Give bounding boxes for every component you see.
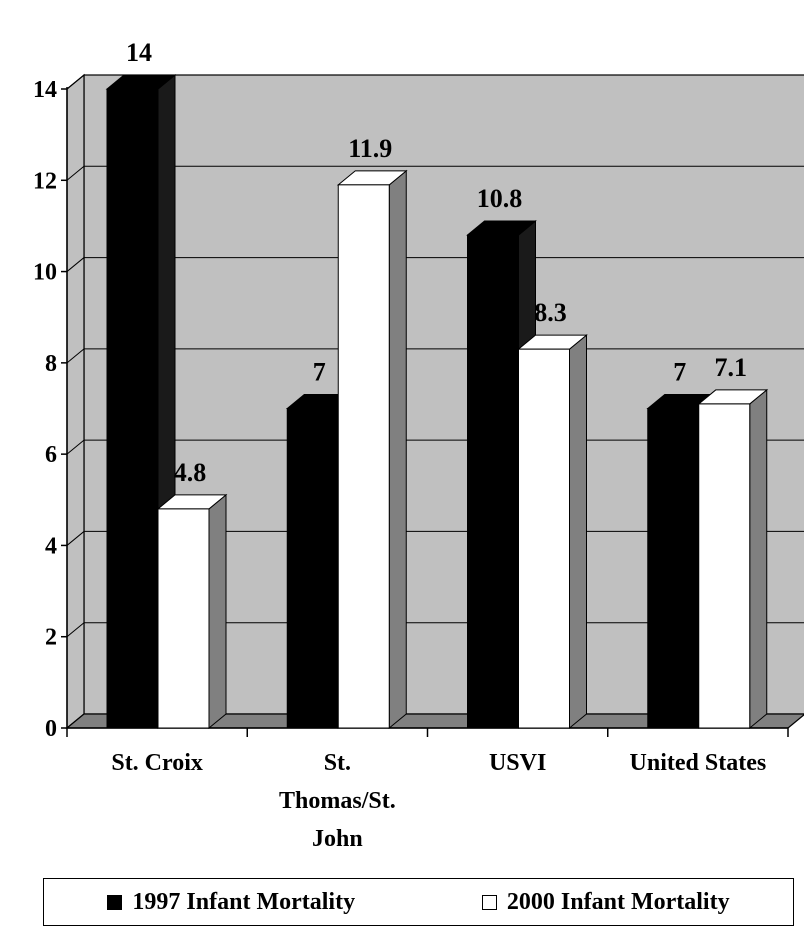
bar-2000-2: [517, 334, 588, 730]
gridline-side-8: [66, 348, 85, 364]
data-labels: 14 4.8 7 11.9 10.8 8.3 7 7.1: [126, 38, 747, 487]
bar-front-face: [467, 234, 519, 729]
y-tick-label-6: 6: [45, 442, 57, 468]
gridline-side-6: [66, 439, 85, 455]
legend-swatch-1997: [107, 894, 123, 910]
data-label-2000-0: 4.8: [174, 458, 207, 487]
category-label-line: St.: [324, 750, 351, 776]
bar-front-face: [106, 88, 159, 729]
bar-front-face: [518, 348, 570, 729]
gridline-side-14: [66, 74, 85, 90]
y-tick-label-4: 4: [45, 533, 57, 559]
category-label-2: USVI: [489, 750, 546, 776]
x-axis-category-labels: St. Croix St. Thomas/St. John USVI United Sta…: [111, 750, 766, 852]
legend-label-2000: 2000 Infant Mortality: [506, 888, 730, 915]
y-tick-label-14: 14: [33, 77, 57, 103]
data-label-1997-1: 7: [313, 358, 326, 387]
category-label-line: USVI: [489, 750, 546, 776]
category-label-line: St. Croix: [111, 750, 203, 776]
y-tick-label-8: 8: [45, 351, 57, 377]
bar-front-face: [157, 508, 210, 729]
gridline-side-4: [66, 531, 85, 546]
infant-mortality-chart: 14 4.8 7 11.9 10.8 8.3 7 7.1 0 2 4 6 8 10 12 14 St. Cr…: [33, 38, 804, 852]
y-tick-label-2: 2: [45, 625, 57, 651]
category-label-0: St. Croix: [111, 750, 203, 776]
category-label-line: John: [312, 826, 363, 852]
bar-front-face: [647, 408, 700, 729]
legend-item-2000: 2000 Infant Mortality: [481, 888, 730, 916]
legend-swatch-2000: [481, 894, 497, 910]
y-tick-label-10: 10: [33, 260, 57, 286]
bar-front-face: [337, 184, 390, 729]
data-label-1997-2: 10.8: [477, 184, 523, 213]
bar-2000-0: [156, 493, 228, 730]
gridline-side-10: [66, 257, 85, 272]
legend-item-1997: 1997 Infant Mortality: [107, 889, 355, 916]
y-tick-label-0: 0: [45, 716, 57, 742]
data-label-2000-1: 11.9: [348, 134, 392, 163]
y-tick-label-12: 12: [33, 168, 57, 194]
bar-2000-3: [697, 388, 769, 730]
bar-side-face: [208, 493, 227, 730]
data-label-2000-2: 8.3: [534, 298, 567, 327]
bar-side-face: [569, 334, 587, 730]
bar-side-face: [388, 169, 407, 730]
bar-front-face: [286, 408, 339, 729]
bar-front-face: [698, 403, 751, 729]
data-label-2000-3: 7.1: [715, 353, 748, 382]
bar-2000-1: [336, 169, 408, 730]
bar-side-face: [749, 388, 768, 730]
data-label-1997-0: 14: [126, 38, 152, 67]
category-label-3: United States: [630, 750, 767, 776]
legend: 1997 Infant Mortality 2000 Infant Mortal…: [43, 878, 794, 926]
y-axis-tick-labels: 0 2 4 6 8 10 12 14: [33, 77, 57, 742]
bars: [105, 73, 769, 730]
category-label-1: St. Thomas/St. John: [279, 750, 396, 852]
data-label-1997-3: 7: [673, 358, 686, 387]
category-label-line: United States: [630, 750, 767, 776]
gridline-side-12: [66, 165, 85, 181]
legend-label-1997: 1997 Infant Mortality: [132, 888, 356, 915]
category-label-line: Thomas/St.: [279, 788, 396, 814]
gridline-side-2: [66, 622, 85, 638]
